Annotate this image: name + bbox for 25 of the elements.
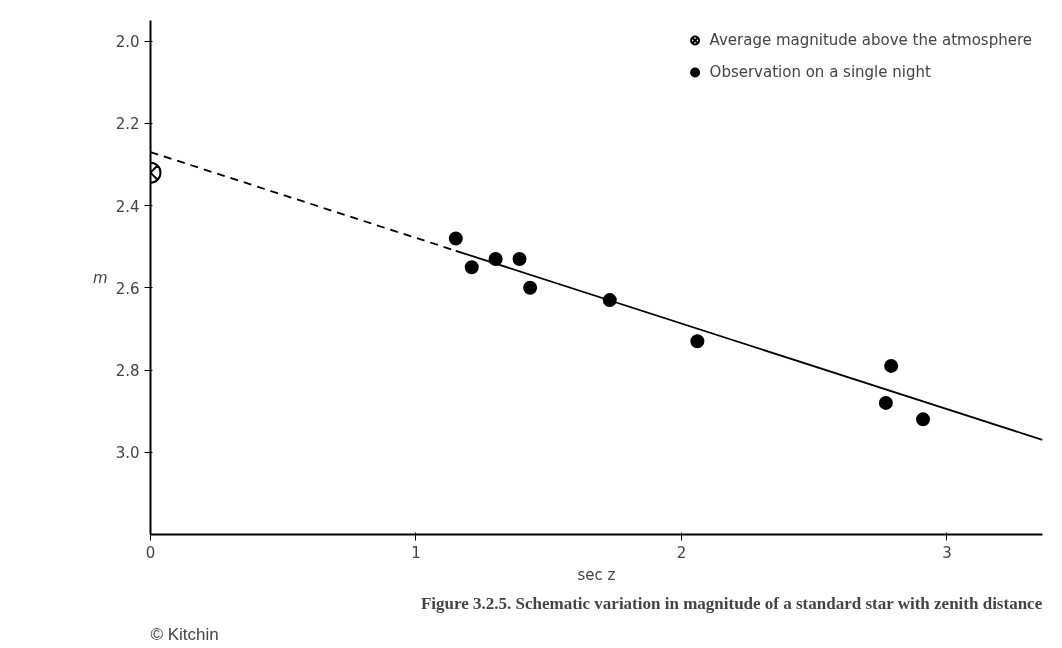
y-tick-label: 2.4 xyxy=(115,197,140,216)
legend-label: Observation on a single night xyxy=(709,63,931,81)
x-tick-label: 3 xyxy=(942,543,952,562)
point xyxy=(916,412,931,427)
point xyxy=(884,358,899,373)
x-tick-label: 0 xyxy=(145,543,156,562)
point xyxy=(878,395,893,410)
point xyxy=(690,334,705,349)
x-tick-label: 2 xyxy=(676,543,687,562)
x-axis-title: sec z xyxy=(577,565,616,584)
point xyxy=(488,252,503,266)
y-tick-label: 2.0 xyxy=(115,33,140,52)
y-tick-label: 2.2 xyxy=(115,115,140,134)
y-tick-label: 2.6 xyxy=(115,279,140,298)
text: © Kitchin xyxy=(150,624,219,644)
point xyxy=(464,260,479,275)
point xyxy=(512,252,527,266)
y-tick-label: 2.8 xyxy=(115,362,140,381)
legend-label: Average magnitude above the atmosphere xyxy=(709,31,1032,49)
point xyxy=(448,231,463,246)
x-tick-label: 1 xyxy=(411,543,421,562)
caption: Figure 3.2.5. Schematic variation in magnitude of a standard star with zenith distance xyxy=(420,593,1043,613)
y-axis-title: m xyxy=(93,268,108,287)
y-tick-label: 3.0 xyxy=(115,444,140,463)
point xyxy=(523,280,538,295)
